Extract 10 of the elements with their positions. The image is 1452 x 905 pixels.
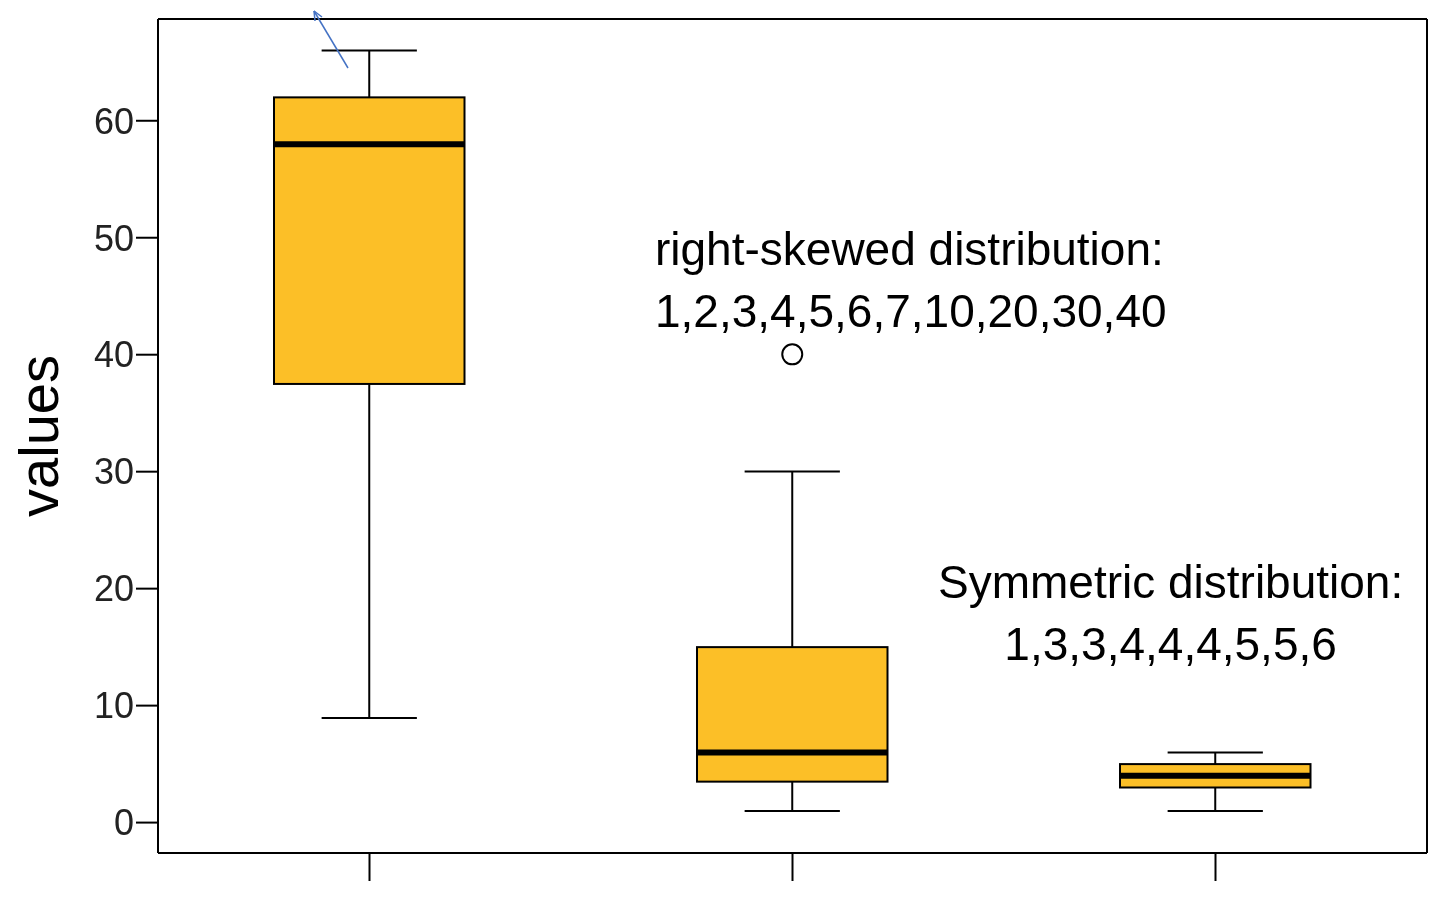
y-tick-label: 50 <box>93 217 134 259</box>
annotation: Symmetric distribution: 1,3,3,4,4,4,5,5,6 <box>938 555 1404 672</box>
y-axis-title: values <box>6 355 70 517</box>
y-tick-label: 60 <box>93 100 134 142</box>
y-tick-label: 0 <box>113 802 134 844</box>
y-tick-label: 40 <box>93 334 134 376</box>
y-tick-label: 20 <box>93 568 134 610</box>
annotation: right-skewed distribution: 1,2,3,4,5,6,7,10,20,30,40 <box>655 222 1167 339</box>
y-tick-label: 10 <box>93 685 134 727</box>
y-tick-label: 30 <box>93 451 134 493</box>
